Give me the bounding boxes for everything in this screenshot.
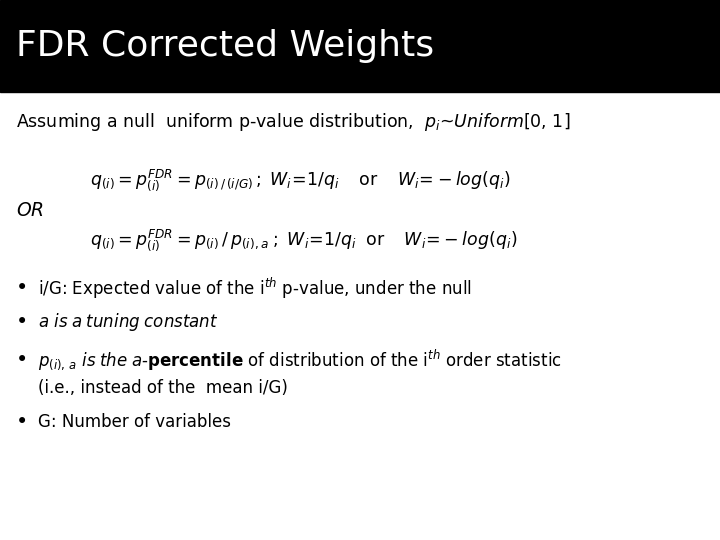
Text: •: • [16, 412, 28, 432]
Text: $q_{(i)} = p_{(i)}^{FDR}= p_{(i)\,/\,(i/G)}\,;\; W_i\!=\! 1/q_i\;\;$  or  $\;\;W: $q_{(i)} = p_{(i)}^{FDR}= p_{(i)\,/\,(i/… [90, 167, 510, 193]
Text: FDR Corrected Weights: FDR Corrected Weights [16, 29, 434, 63]
Bar [0, 0, 720, 92]
Text: $\bf{\it{a}}$ $\it{is\;a\;tuning\;constant}$: $\bf{\it{a}}$ $\it{is\;a\;tuning\;consta… [38, 311, 219, 333]
Text: $q_{(i)} = p_{(i)}^{FDR}= p_{(i)}\,/\,p_{(i),a}\;;\; W_i\!=\! 1/q_i\;$ or  $\;\;: $q_{(i)} = p_{(i)}^{FDR}= p_{(i)}\,/\,p_… [90, 227, 518, 253]
Text: $\it{OR}$: $\it{OR}$ [16, 200, 44, 219]
Text: G: Number of variables: G: Number of variables [38, 413, 231, 431]
Text: Assuming a null  uniform p-value distribution,  $p_i$~$\it{Uniform}$[0, 1]: Assuming a null uniform p-value distribu… [16, 111, 570, 133]
Text: i/G: Expected value of the i$^{th}$ p-value, under the null: i/G: Expected value of the i$^{th}$ p-va… [38, 275, 472, 301]
Text: •: • [16, 350, 28, 370]
Text: •: • [16, 312, 28, 332]
Text: $\it{p_{(i),\,a}}$ $\it{is\;the\;}$$\bf{\it{a}}$-$\bf{percentile}$ of distributi: $\it{p_{(i),\,a}}$ $\it{is\;the\;}$$\bf{… [38, 348, 562, 373]
Text: (i.e., instead of the  mean i/G): (i.e., instead of the mean i/G) [38, 379, 288, 397]
Text: •: • [16, 278, 28, 298]
